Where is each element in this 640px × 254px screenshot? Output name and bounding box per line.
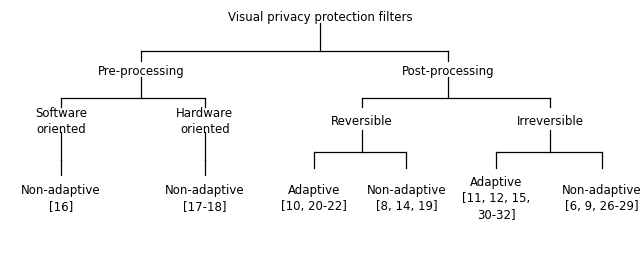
Text: Software
oriented: Software oriented — [35, 107, 87, 136]
Text: Non-adaptive
[8, 14, 19]: Non-adaptive [8, 14, 19] — [367, 184, 446, 213]
Text: Adaptive
[11, 12, 15,
30-32]: Adaptive [11, 12, 15, 30-32] — [462, 176, 530, 221]
Text: Visual privacy protection filters: Visual privacy protection filters — [228, 11, 412, 24]
Text: Adaptive
[10, 20-22]: Adaptive [10, 20-22] — [281, 184, 346, 213]
Text: Hardware
oriented: Hardware oriented — [176, 107, 234, 136]
Text: Non-adaptive
[16]: Non-adaptive [16] — [21, 184, 100, 213]
Text: Non-adaptive
[17-18]: Non-adaptive [17-18] — [165, 184, 244, 213]
Text: Post-processing: Post-processing — [402, 65, 494, 78]
Text: Pre-processing: Pre-processing — [97, 65, 184, 78]
Text: Reversible: Reversible — [331, 115, 392, 129]
Text: Non-adaptive
[6, 9, 26-29]: Non-adaptive [6, 9, 26-29] — [562, 184, 640, 213]
Text: Irreversible: Irreversible — [517, 115, 584, 129]
